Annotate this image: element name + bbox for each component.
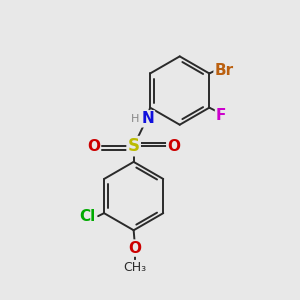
Text: Cl: Cl: [80, 208, 96, 224]
Text: N: N: [141, 111, 154, 126]
Text: S: S: [128, 137, 140, 155]
Text: CH₃: CH₃: [124, 261, 147, 274]
Text: O: O: [167, 139, 180, 154]
Text: O: O: [87, 139, 100, 154]
Text: H: H: [131, 114, 139, 124]
Text: F: F: [216, 108, 226, 123]
Text: O: O: [129, 241, 142, 256]
Text: Br: Br: [214, 63, 234, 78]
